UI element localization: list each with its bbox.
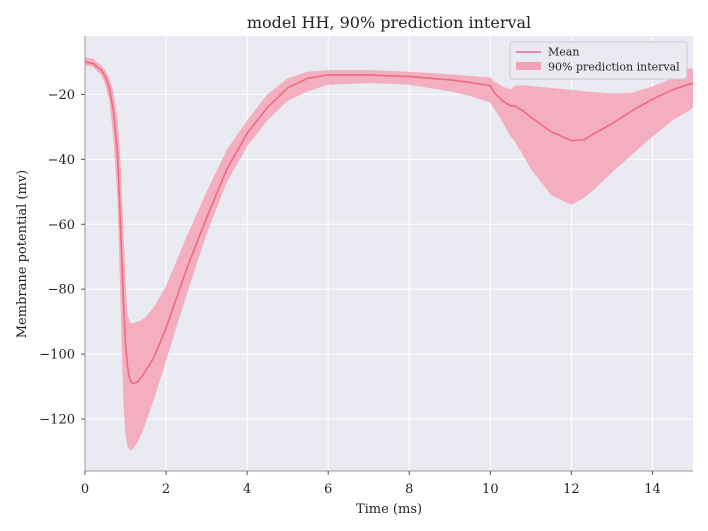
- data-layer: [84, 57, 694, 450]
- x-tick-label: 2: [162, 482, 170, 497]
- ticks: 0 2 4 6 8 10 12 14 −20 −40 −60 −80 −100 −120: [39, 88, 660, 497]
- prediction-interval-band: [85, 57, 693, 450]
- x-tick-label: 6: [324, 482, 332, 497]
- y-tick-label: −80: [48, 283, 75, 298]
- y-tick-label: −100: [39, 348, 75, 363]
- y-tick-label: −60: [48, 218, 75, 233]
- x-tick-label: 8: [405, 482, 413, 497]
- chart-title: model HH, 90% prediction interval: [247, 13, 531, 32]
- x-tick-label: 10: [482, 482, 499, 497]
- x-tick-label: 0: [81, 482, 89, 497]
- y-tick-label: −120: [39, 413, 75, 428]
- legend-swatch-interval: [516, 62, 541, 70]
- x-tick-label: 14: [644, 482, 661, 497]
- x-axis-label: Time (ms): [356, 502, 422, 517]
- legend-label-interval: 90% prediction interval: [548, 61, 680, 74]
- y-tick-label: −20: [48, 88, 75, 103]
- x-tick-label: 12: [563, 482, 580, 497]
- legend-label-mean: Mean: [548, 46, 579, 59]
- legend: Mean 90% prediction interval: [509, 41, 688, 80]
- y-tick-label: −40: [48, 153, 75, 168]
- legend-box: [509, 41, 688, 80]
- y-axis-label: Membrane potential (mv): [15, 170, 30, 339]
- x-tick-label: 4: [243, 482, 251, 497]
- mean-line: [84, 61, 694, 385]
